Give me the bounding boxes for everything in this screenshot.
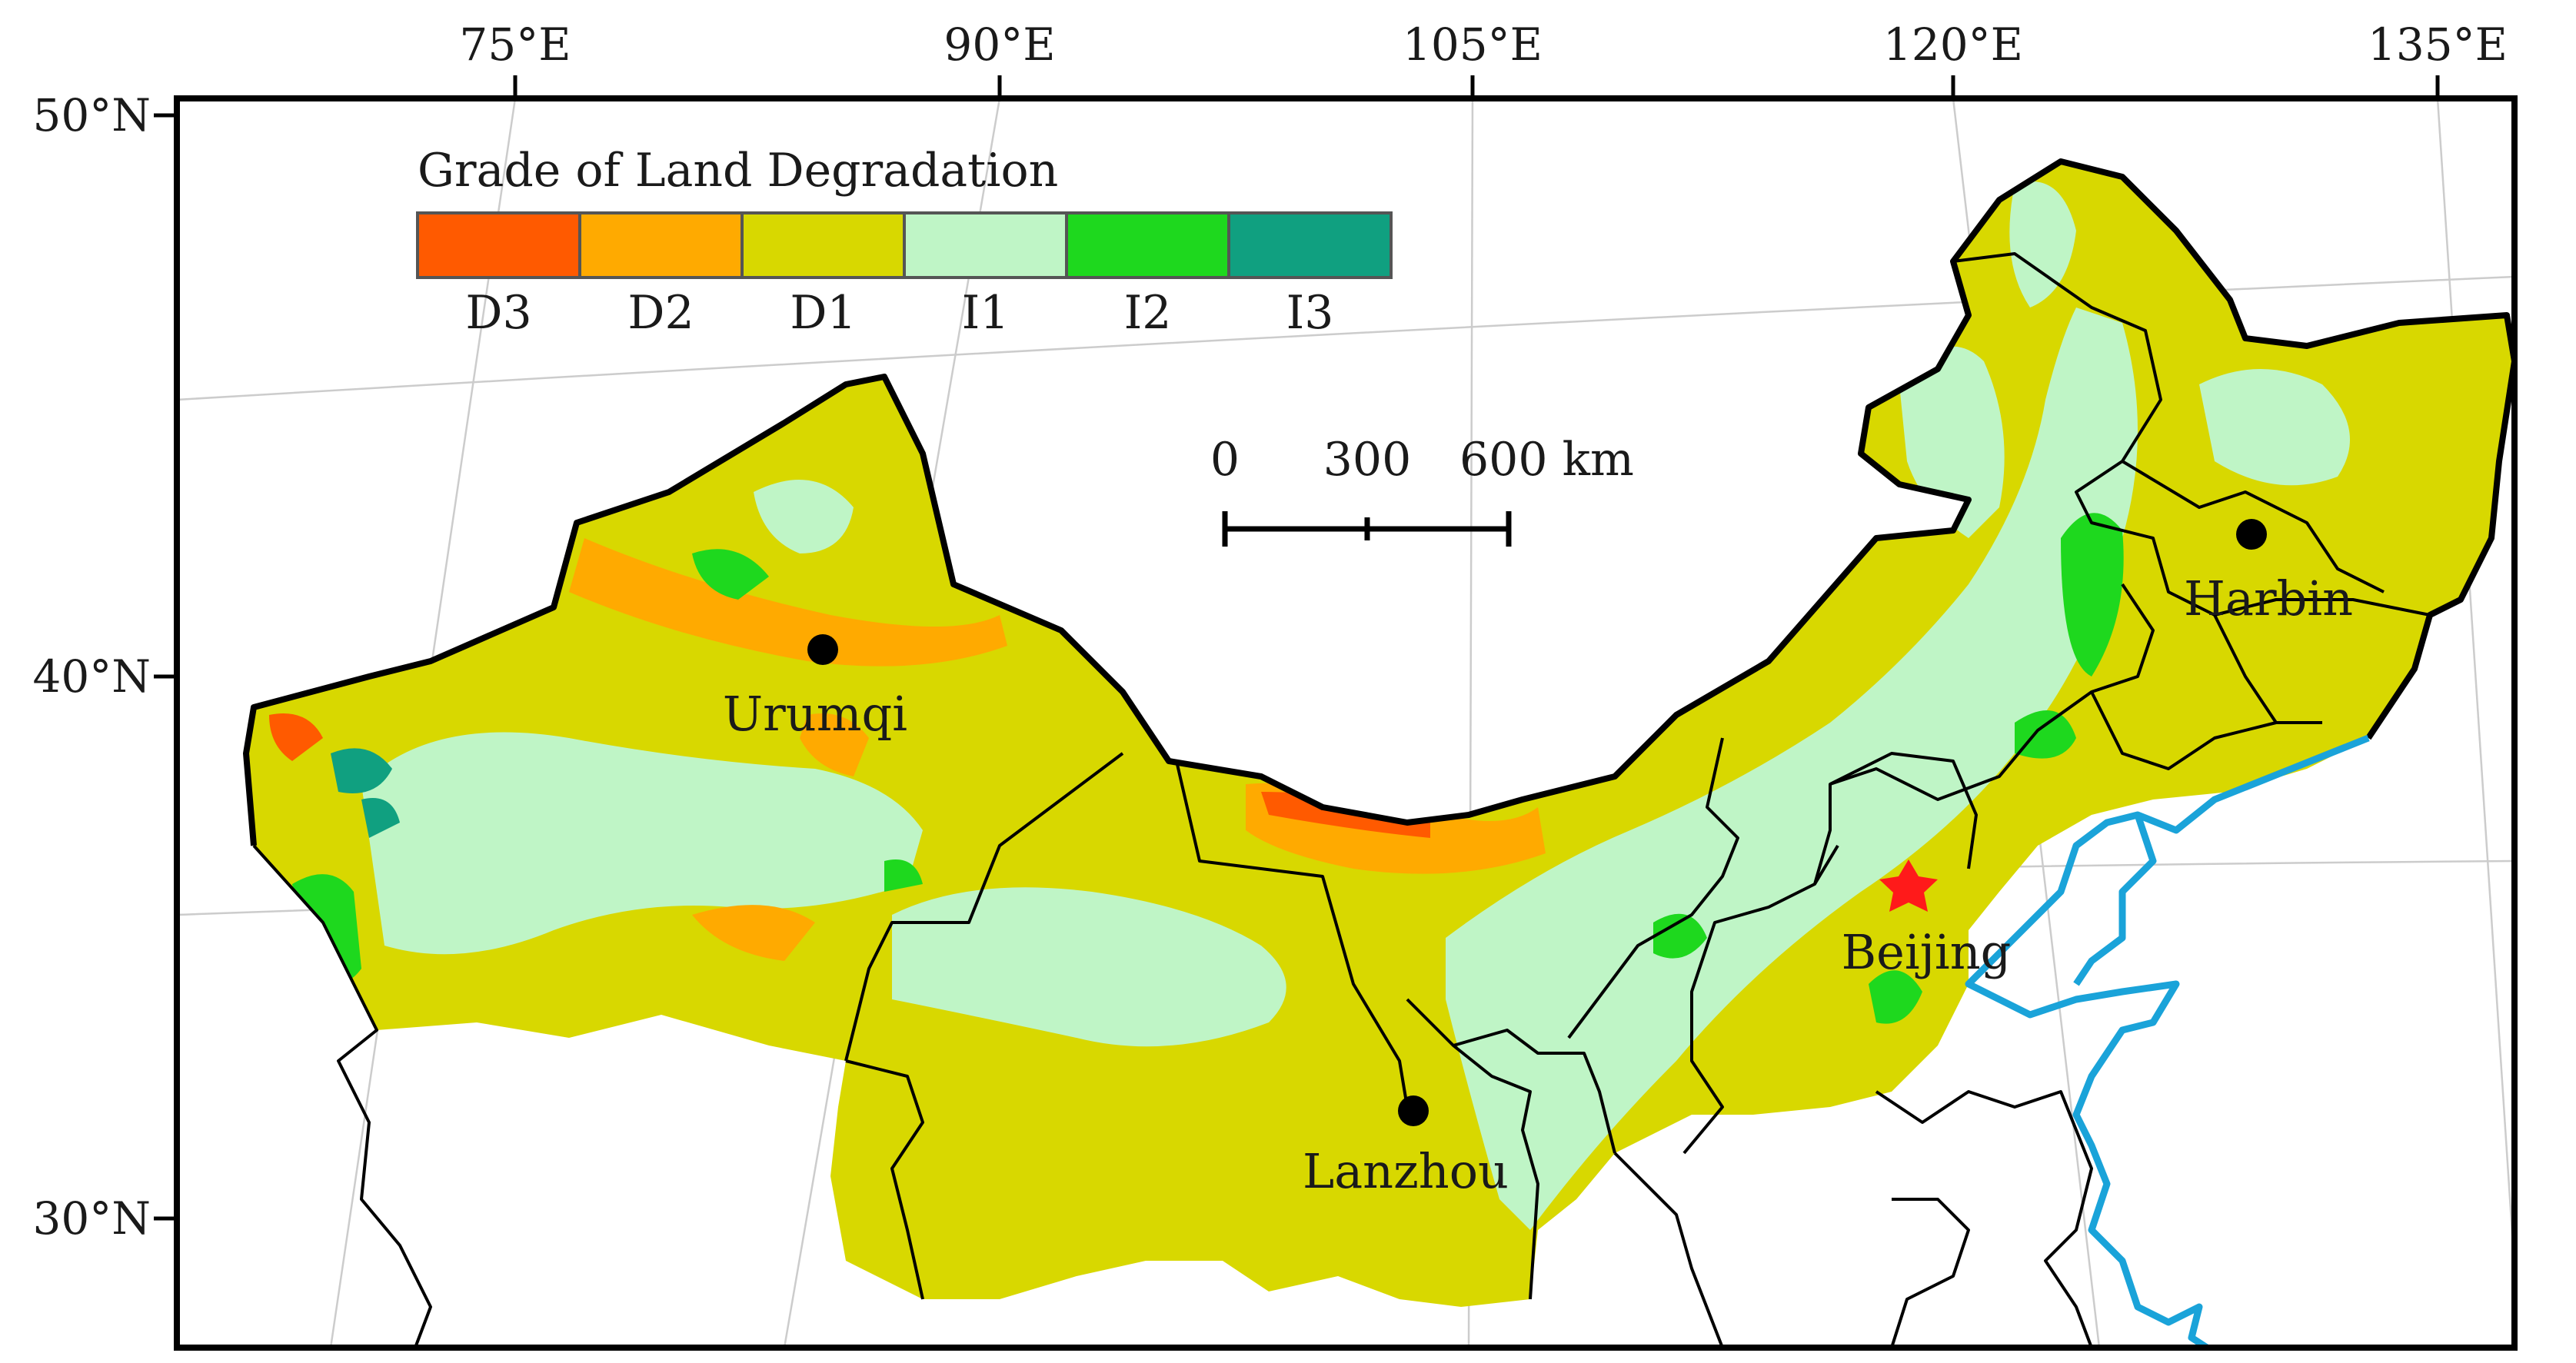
class-area-i1 [2009, 181, 2076, 308]
class-area-i1 [2199, 369, 2350, 486]
province-boundaries [252, 252, 2431, 1348]
legend-swatch-d3 [416, 211, 581, 279]
legend-swatches [416, 211, 1393, 279]
class-area-i2 [1653, 913, 1707, 959]
class-area-i2 [884, 859, 923, 892]
city-markers [807, 519, 2267, 1126]
scale-bar-label: 600 km [1459, 433, 1634, 487]
class-area-i1 [892, 887, 1286, 1047]
longitude-label: 135°E [2368, 18, 2508, 71]
legend-swatch-i1 [903, 211, 1068, 279]
city-label-urumqi: Urumqi [723, 686, 907, 742]
harbin-marker [2236, 519, 2267, 550]
class-area-i3 [331, 748, 392, 793]
scale-bar: 0 300 600 km [1210, 433, 1634, 547]
legend-labels: D3 D2 D1 I1 I2 I3 [465, 286, 1333, 340]
class-area-i2 [692, 549, 769, 600]
map-frame [174, 95, 2518, 1351]
latitude-label: 40°N [32, 650, 151, 703]
class-area-i2 [2015, 710, 2076, 759]
class-area-d3 [269, 713, 323, 761]
legend-label-i2: I2 [1124, 286, 1172, 340]
map-panel [177, 98, 2514, 1348]
city-label-harbin: Harbin [2184, 570, 2353, 627]
latitude-axis: 50°N 40°N 30°N [32, 89, 177, 1245]
urumqi-marker [807, 634, 838, 665]
class-area-d2 [692, 905, 815, 961]
coastline [2073, 813, 2157, 986]
longitude-ticks [513, 75, 2440, 98]
legend-label-d2: D2 [627, 286, 694, 340]
national-border [243, 158, 2514, 846]
city-labels: Urumqi Lanzhou Beijing Harbin [723, 570, 2353, 1199]
class-area-i2 [2061, 513, 2124, 677]
longitude-label: 75°E [459, 18, 571, 71]
legend-label-d3: D3 [465, 286, 531, 340]
class-area-i1 [754, 480, 854, 554]
class-area-i1 [361, 732, 923, 955]
legend-label-i3: I3 [1286, 286, 1334, 340]
legend-swatch-i2 [1065, 211, 1230, 279]
coastline [1965, 734, 2370, 1348]
city-label-lanzhou: Lanzhou [1303, 1143, 1509, 1199]
longitude-label: 90°E [944, 18, 1055, 71]
longitude-label: 105°E [1403, 18, 1543, 71]
beijing-capital-star-icon [1879, 859, 1938, 912]
latitude-label: 50°N [32, 89, 151, 141]
scale-bar-label: 0 [1210, 433, 1240, 487]
latitude-label: 30°N [32, 1192, 151, 1245]
longitude-axis: 75°E 90°E 105°E 120°E 135°E [459, 18, 2508, 98]
legend-swatch-d2 [578, 211, 744, 279]
legend-swatch-i3 [1227, 211, 1393, 279]
legend-label-d1: D1 [790, 286, 856, 340]
class-area-d3 [1261, 792, 1430, 838]
class-area-d2 [800, 713, 869, 776]
class-area-i2 [1869, 970, 1922, 1024]
legend: Grade of Land Degradation D3 D2 D1 I1 I2 I3 [416, 144, 1393, 340]
city-label-beijing: Beijing [1842, 924, 2012, 980]
class-area-i3 [361, 798, 400, 838]
scale-bar-label: 300 [1323, 433, 1412, 487]
class-area-d2 [569, 538, 1007, 667]
lanzhou-marker [1398, 1095, 1429, 1126]
class-area-i1 [1446, 308, 2138, 1230]
legend-title: Grade of Land Degradation [418, 144, 1058, 198]
legend-swatch-d1 [741, 211, 906, 279]
legend-label-i1: I1 [962, 286, 1010, 340]
latitude-ticks [154, 113, 177, 1221]
longitude-label: 120°E [1883, 18, 2023, 71]
